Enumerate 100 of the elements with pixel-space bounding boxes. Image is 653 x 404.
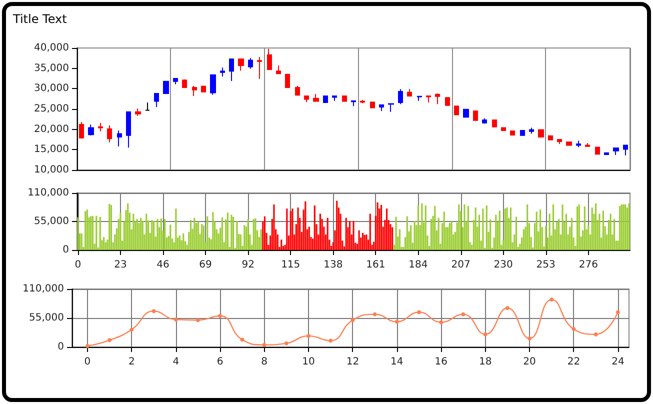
y-tick-label: 55,000 [29, 312, 64, 324]
x-tick-label: 4 [172, 356, 180, 368]
point [174, 318, 178, 322]
candlestick [492, 119, 497, 128]
candlestick [154, 93, 159, 108]
x-tick-label: 115 [281, 260, 300, 270]
point [130, 328, 134, 332]
candlestick [238, 58, 244, 72]
x-tick-label: 161 [366, 260, 386, 270]
candlestick [548, 135, 553, 140]
point [550, 298, 554, 302]
candlestick [210, 74, 216, 96]
x-tick-label: 138 [324, 260, 343, 270]
y-tick-label: 110,000 [28, 188, 69, 198]
candlestick [557, 139, 562, 144]
candlestick [304, 95, 309, 103]
candlestick [117, 130, 122, 147]
candlestick [473, 110, 478, 121]
x-tick-label: 22 [567, 356, 580, 368]
candlestick [566, 141, 572, 146]
x-tick-label: 0 [84, 356, 91, 368]
candlestick [426, 95, 431, 103]
x-tick-label: 16 [434, 356, 448, 368]
y-tick-label: 25,000 [34, 104, 69, 114]
candlestick [126, 111, 131, 148]
candlestick [145, 102, 150, 111]
candlestick [295, 85, 300, 96]
candlestick [79, 122, 84, 140]
point [196, 318, 200, 322]
y-tick-label: 0 [62, 244, 69, 256]
candlestick [538, 129, 544, 138]
y-tick-label: 15,000 [34, 144, 69, 156]
candlestick [482, 118, 487, 124]
point [461, 312, 466, 316]
point [284, 341, 288, 346]
point [152, 309, 156, 314]
y-tick-label: 55,000 [34, 216, 69, 227]
candlestick [98, 122, 103, 132]
x-tick-label: 8 [261, 356, 268, 368]
point [439, 320, 444, 324]
x-tick-label: 6 [216, 356, 224, 368]
candlestick [285, 74, 290, 88]
candlestick [585, 142, 590, 147]
x-tick-label: 10 [302, 356, 315, 368]
candlestick [595, 146, 600, 155]
y-tick-label: 35,000 [34, 62, 69, 74]
x-tick-label: 24 [612, 356, 624, 368]
y-tick-label: 30,000 [34, 83, 69, 94]
candlestick [454, 106, 459, 116]
candlestick [435, 93, 440, 105]
candlestick [501, 127, 506, 132]
y-tick-label: 20,000 [34, 124, 69, 135]
candlestick [520, 130, 525, 136]
chart-title: Title Text [12, 12, 68, 26]
x-tick-label: 253 [536, 260, 556, 270]
candlestick [201, 85, 206, 92]
point [85, 344, 90, 348]
point [572, 327, 576, 332]
y-tick-label: 0 [58, 342, 64, 352]
point [108, 338, 112, 342]
candlestick [257, 56, 262, 80]
x-tick-label: 0 [74, 260, 82, 270]
candlestick [313, 93, 319, 102]
candlestick [192, 85, 197, 96]
x-tick-label: 2 [128, 356, 135, 368]
point [328, 338, 333, 343]
point [306, 334, 311, 338]
x-tick-label: 14 [390, 356, 404, 368]
x-tick-label: 20 [523, 356, 536, 368]
point [505, 306, 510, 310]
y-tick-label: 110,000 [22, 284, 64, 294]
candlestick [388, 103, 394, 112]
point [262, 342, 266, 347]
candlestick [267, 48, 272, 70]
point [372, 312, 377, 316]
candlestick [182, 78, 187, 88]
y-tick-label: 10,000 [34, 164, 69, 176]
candlestick [220, 67, 225, 77]
candlestick [379, 104, 384, 112]
candlestick [229, 58, 234, 82]
point [218, 314, 222, 318]
point [394, 320, 399, 324]
candlestick [398, 88, 403, 105]
candlestick [248, 58, 253, 70]
candlestick [163, 80, 169, 94]
x-tick-label: 184 [408, 260, 428, 270]
candlestick [276, 64, 281, 74]
point [594, 332, 598, 336]
x-tick-label: 69 [199, 260, 212, 270]
point [350, 318, 355, 322]
point [528, 336, 532, 341]
candlestick [370, 102, 375, 108]
candlestick [510, 130, 515, 136]
candlestick [135, 108, 141, 116]
candlestick [332, 95, 337, 102]
x-tick-label: 18 [478, 356, 492, 368]
candlestick [360, 100, 365, 104]
candlestick [342, 95, 347, 102]
candlestick [417, 96, 422, 102]
candlestick [576, 140, 581, 148]
